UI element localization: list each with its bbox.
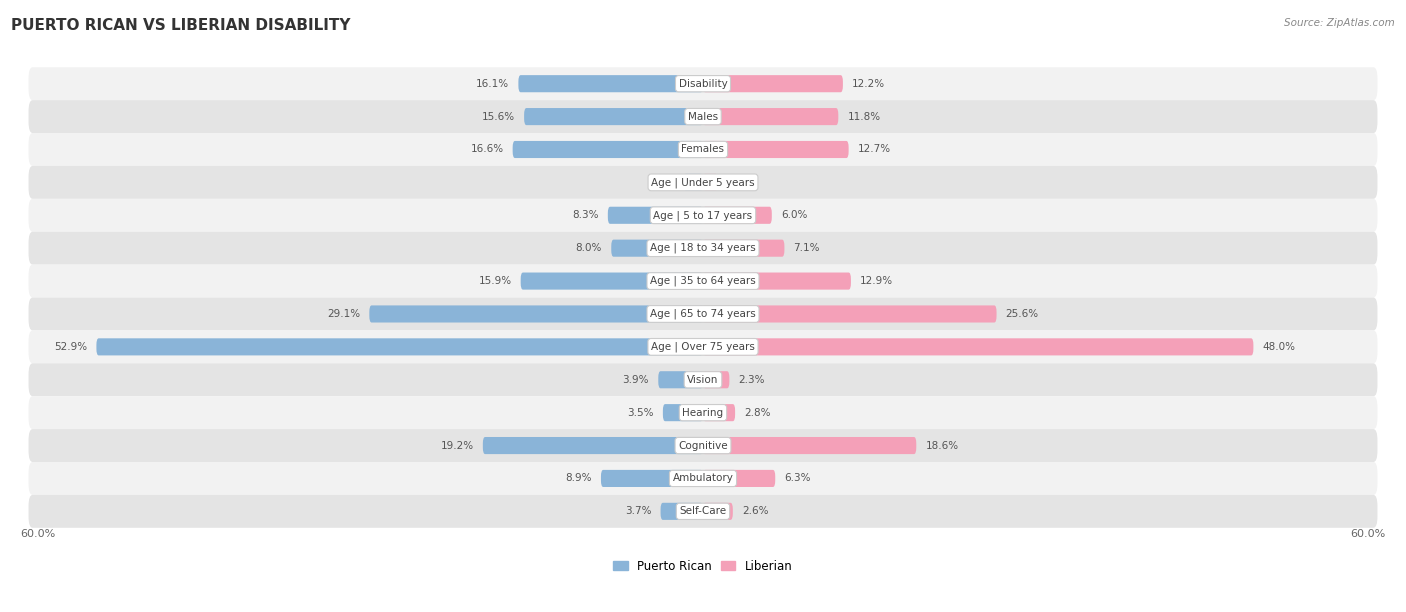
- FancyBboxPatch shape: [703, 338, 1253, 356]
- FancyBboxPatch shape: [28, 297, 1378, 330]
- Text: Hearing: Hearing: [682, 408, 724, 417]
- FancyBboxPatch shape: [612, 240, 703, 256]
- FancyBboxPatch shape: [28, 330, 1378, 364]
- FancyBboxPatch shape: [703, 75, 842, 92]
- Text: Disability: Disability: [679, 79, 727, 89]
- Text: Age | 18 to 34 years: Age | 18 to 34 years: [650, 243, 756, 253]
- Text: 16.1%: 16.1%: [477, 79, 509, 89]
- FancyBboxPatch shape: [661, 503, 703, 520]
- Text: 1.7%: 1.7%: [648, 177, 675, 187]
- Text: Age | Under 5 years: Age | Under 5 years: [651, 177, 755, 188]
- FancyBboxPatch shape: [662, 404, 703, 421]
- Text: 25.6%: 25.6%: [1005, 309, 1039, 319]
- FancyBboxPatch shape: [28, 232, 1378, 264]
- Text: Source: ZipAtlas.com: Source: ZipAtlas.com: [1284, 18, 1395, 28]
- Text: 3.7%: 3.7%: [624, 506, 651, 517]
- FancyBboxPatch shape: [519, 75, 703, 92]
- Text: 15.6%: 15.6%: [482, 111, 515, 122]
- Text: 2.6%: 2.6%: [742, 506, 769, 517]
- FancyBboxPatch shape: [28, 166, 1378, 199]
- FancyBboxPatch shape: [703, 240, 785, 256]
- Text: 6.3%: 6.3%: [785, 474, 811, 483]
- FancyBboxPatch shape: [370, 305, 703, 323]
- Text: 60.0%: 60.0%: [1350, 529, 1385, 539]
- FancyBboxPatch shape: [600, 470, 703, 487]
- FancyBboxPatch shape: [658, 371, 703, 388]
- Text: 52.9%: 52.9%: [53, 342, 87, 352]
- Text: Cognitive: Cognitive: [678, 441, 728, 450]
- FancyBboxPatch shape: [703, 437, 917, 454]
- FancyBboxPatch shape: [513, 141, 703, 158]
- Text: 8.3%: 8.3%: [572, 211, 599, 220]
- FancyBboxPatch shape: [703, 207, 772, 224]
- Text: 12.7%: 12.7%: [858, 144, 891, 154]
- Text: 60.0%: 60.0%: [21, 529, 56, 539]
- FancyBboxPatch shape: [524, 108, 703, 125]
- Text: Ambulatory: Ambulatory: [672, 474, 734, 483]
- Text: Vision: Vision: [688, 375, 718, 385]
- FancyBboxPatch shape: [703, 404, 735, 421]
- Text: 29.1%: 29.1%: [328, 309, 360, 319]
- FancyBboxPatch shape: [703, 272, 851, 289]
- FancyBboxPatch shape: [683, 174, 703, 191]
- Text: Age | 5 to 17 years: Age | 5 to 17 years: [654, 210, 752, 220]
- Text: 19.2%: 19.2%: [440, 441, 474, 450]
- Text: Age | Over 75 years: Age | Over 75 years: [651, 341, 755, 352]
- Text: Males: Males: [688, 111, 718, 122]
- FancyBboxPatch shape: [28, 100, 1378, 133]
- FancyBboxPatch shape: [28, 429, 1378, 462]
- FancyBboxPatch shape: [28, 396, 1378, 429]
- Text: 1.3%: 1.3%: [727, 177, 754, 187]
- Text: 48.0%: 48.0%: [1263, 342, 1295, 352]
- Text: 8.0%: 8.0%: [575, 243, 602, 253]
- FancyBboxPatch shape: [607, 207, 703, 224]
- Text: Age | 65 to 74 years: Age | 65 to 74 years: [650, 308, 756, 319]
- FancyBboxPatch shape: [28, 199, 1378, 232]
- FancyBboxPatch shape: [482, 437, 703, 454]
- FancyBboxPatch shape: [703, 108, 838, 125]
- Text: 12.2%: 12.2%: [852, 79, 886, 89]
- FancyBboxPatch shape: [28, 67, 1378, 100]
- Text: Self-Care: Self-Care: [679, 506, 727, 517]
- Text: 8.9%: 8.9%: [565, 474, 592, 483]
- FancyBboxPatch shape: [703, 305, 997, 323]
- FancyBboxPatch shape: [703, 470, 775, 487]
- Text: 2.3%: 2.3%: [738, 375, 765, 385]
- Text: 18.6%: 18.6%: [925, 441, 959, 450]
- FancyBboxPatch shape: [520, 272, 703, 289]
- FancyBboxPatch shape: [28, 133, 1378, 166]
- FancyBboxPatch shape: [28, 264, 1378, 297]
- FancyBboxPatch shape: [703, 141, 849, 158]
- Text: Females: Females: [682, 144, 724, 154]
- Text: Age | 35 to 64 years: Age | 35 to 64 years: [650, 276, 756, 286]
- Text: 6.0%: 6.0%: [780, 211, 807, 220]
- FancyBboxPatch shape: [28, 364, 1378, 396]
- Text: 11.8%: 11.8%: [848, 111, 880, 122]
- Text: 12.9%: 12.9%: [860, 276, 893, 286]
- Text: 3.9%: 3.9%: [623, 375, 650, 385]
- Legend: Puerto Rican, Liberian: Puerto Rican, Liberian: [613, 559, 793, 573]
- FancyBboxPatch shape: [97, 338, 703, 356]
- Text: PUERTO RICAN VS LIBERIAN DISABILITY: PUERTO RICAN VS LIBERIAN DISABILITY: [11, 18, 350, 34]
- FancyBboxPatch shape: [703, 174, 718, 191]
- Text: 16.6%: 16.6%: [471, 144, 503, 154]
- Text: 7.1%: 7.1%: [793, 243, 820, 253]
- FancyBboxPatch shape: [28, 495, 1378, 528]
- Text: 2.8%: 2.8%: [744, 408, 770, 417]
- Text: 15.9%: 15.9%: [478, 276, 512, 286]
- Text: 3.5%: 3.5%: [627, 408, 654, 417]
- FancyBboxPatch shape: [703, 371, 730, 388]
- FancyBboxPatch shape: [703, 503, 733, 520]
- FancyBboxPatch shape: [28, 462, 1378, 495]
